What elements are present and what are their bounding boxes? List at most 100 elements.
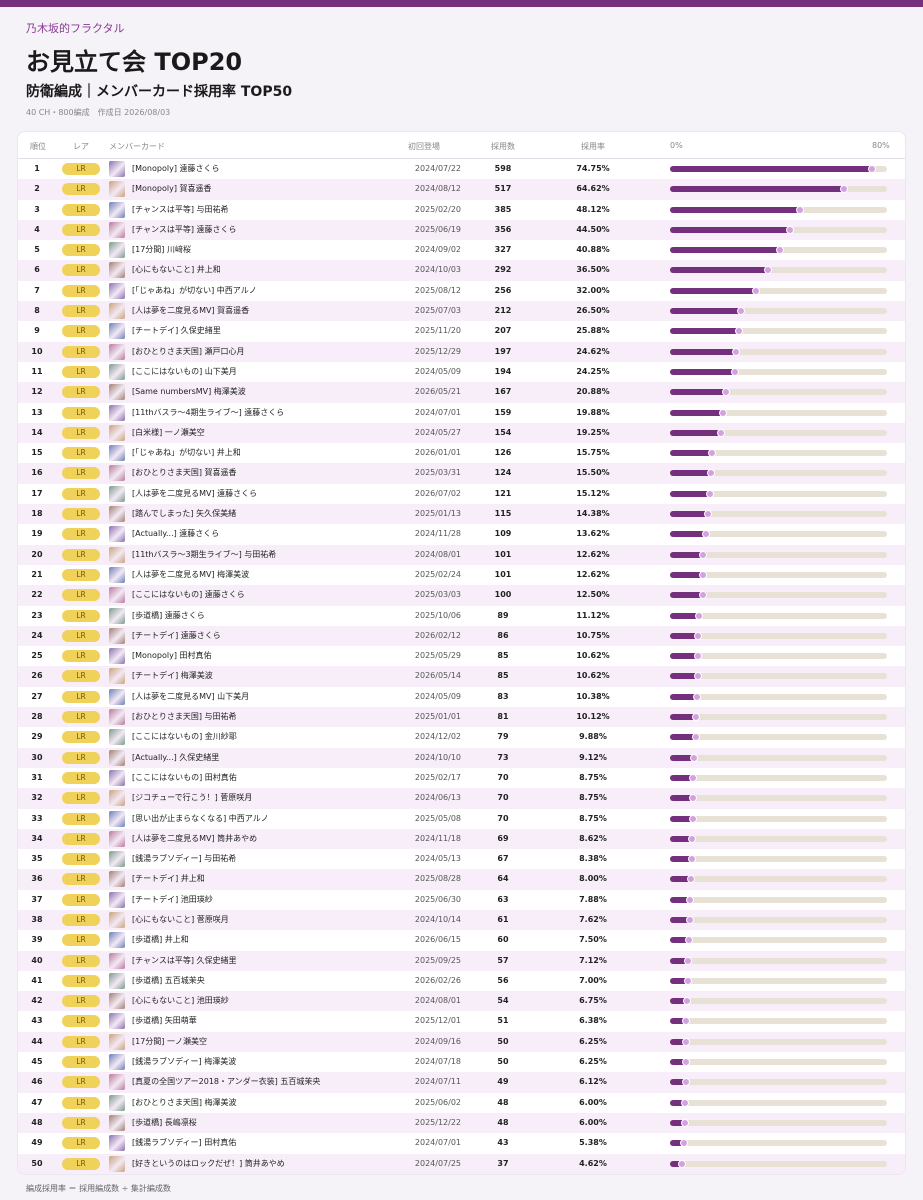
rank-cell: 29 bbox=[31, 732, 43, 742]
rarity-badge: LR bbox=[62, 1015, 100, 1028]
rarity-badge: LR bbox=[62, 1056, 100, 1069]
rate-bar-marker bbox=[785, 225, 794, 234]
rate-bar-marker bbox=[685, 936, 694, 945]
col-card-header: メンバーカード bbox=[109, 142, 165, 151]
adoption-count: 517 bbox=[494, 184, 512, 194]
rarity-badge: LR bbox=[62, 406, 100, 419]
table-row: 4 LR [チャンスは平等] 遠藤さくら 2025/06/19 356 44.50% bbox=[18, 219, 905, 241]
card-thumbnail bbox=[109, 161, 125, 177]
card-name: [歩道橋] 遠藤さくら bbox=[132, 610, 205, 620]
adoption-count: 154 bbox=[494, 427, 512, 437]
rate-bar bbox=[670, 286, 887, 295]
page-title: お見立て会 TOP20 bbox=[26, 48, 243, 76]
rate-bar bbox=[670, 489, 887, 498]
card-thumbnail bbox=[109, 1054, 125, 1071]
top-accent-bar bbox=[0, 0, 923, 7]
rarity-badge: LR bbox=[62, 609, 100, 622]
adoption-count: 54 bbox=[497, 996, 509, 1006]
table-row: 40 LR [チャンスは平等] 久保史緒里 2025/09/25 57 7.12% bbox=[18, 950, 905, 971]
card-name: [17分間] 一ノ瀬美空 bbox=[132, 1036, 207, 1046]
rate-bar-marker bbox=[751, 286, 760, 295]
rank-cell: 17 bbox=[31, 488, 43, 498]
table-row: 19 LR [Actually...] 遠藤さくら 2024/11/28 109 13.6… bbox=[18, 524, 905, 544]
rate-bar bbox=[670, 753, 887, 762]
card-thumbnail bbox=[109, 303, 125, 320]
adoption-count: 100 bbox=[494, 590, 512, 600]
table-row: 11 LR [ここにはないもの] 山下美月 2024/05/09 194 24.25% bbox=[18, 362, 905, 382]
rarity-badge: LR bbox=[62, 792, 100, 805]
adoption-rate: 9.12% bbox=[579, 752, 607, 762]
rate-bar-fill bbox=[670, 450, 713, 457]
rate-bar-marker bbox=[684, 956, 693, 965]
rate-bar-marker bbox=[677, 1159, 686, 1168]
rate-bar bbox=[670, 408, 887, 417]
adoption-count: 194 bbox=[494, 366, 512, 376]
rate-bar-marker bbox=[686, 895, 695, 904]
rate-bar-marker bbox=[685, 915, 694, 924]
card-thumbnail bbox=[109, 1135, 125, 1152]
footer-note: 編成採用率 ＝ 採用編成数 ÷ 集計編成数 bbox=[26, 1184, 171, 1193]
rate-bar-fill bbox=[670, 693, 699, 700]
table-row: 14 LR [白米様] 一ノ瀬美空 2024/05/27 154 19.25% bbox=[18, 422, 905, 444]
rate-bar-marker bbox=[687, 855, 696, 864]
adoption-count: 48 bbox=[497, 1097, 509, 1107]
rate-bar-marker bbox=[681, 1037, 690, 1046]
rate-bar bbox=[670, 1118, 887, 1127]
rate-bar-marker bbox=[681, 1078, 690, 1087]
rate-bar-marker bbox=[695, 611, 704, 620]
card-name: [歩道橋] 井上和 bbox=[132, 935, 189, 945]
first-appearance-date: 2024/05/13 bbox=[414, 854, 461, 864]
rate-bar bbox=[670, 530, 887, 539]
rate-bar bbox=[670, 814, 887, 823]
card-name: [ここにはないもの] 山下美月 bbox=[132, 366, 237, 376]
rate-bar bbox=[670, 469, 887, 478]
adoption-rate: 25.88% bbox=[576, 326, 610, 336]
rate-bar-fill bbox=[670, 1119, 687, 1126]
table-row: 39 LR [歩道橋] 井上和 2026/06/15 60 7.50% bbox=[18, 930, 905, 950]
adoption-rate: 10.12% bbox=[576, 712, 610, 722]
rate-bar-fill bbox=[670, 998, 689, 1005]
table-row: 27 LR [人は夢を二度見るMV] 山下美月 2024/05/09 83 10.38% bbox=[18, 687, 905, 707]
card-name: [チートデイ] 遠藤さくら bbox=[132, 630, 221, 640]
card-thumbnail bbox=[109, 282, 125, 299]
adoption-rate: 9.88% bbox=[579, 732, 607, 742]
rate-bar-marker bbox=[795, 205, 804, 214]
card-name: [チャンスは平等] 与田祐希 bbox=[132, 204, 229, 214]
rate-bar bbox=[670, 1037, 887, 1046]
rarity-badge: LR bbox=[62, 508, 100, 521]
rank-cell: 6 bbox=[34, 265, 40, 275]
card-thumbnail bbox=[109, 668, 125, 685]
card-thumbnail bbox=[109, 688, 125, 705]
table-row: 15 LR [「じゃあね」が切ない] 井上和 2026/01/01 126 15.75% bbox=[18, 443, 905, 463]
rate-bar-marker bbox=[699, 570, 708, 579]
card-name: [思い出が止まらなくなる] 中西アルノ bbox=[132, 813, 269, 823]
card-name: [好きというのはロックだぜ！] 筒井あやめ bbox=[132, 1158, 285, 1168]
adoption-rate: 24.62% bbox=[576, 346, 610, 356]
card-thumbnail bbox=[109, 769, 125, 786]
rarity-badge: LR bbox=[62, 244, 100, 257]
rate-bar-fill bbox=[670, 734, 697, 741]
table-row: 49 LR [銭湯ラブソディー] 田村真佑 2024/07/01 43 5.38% bbox=[18, 1133, 905, 1153]
first-appearance-date: 2025/09/25 bbox=[414, 955, 461, 965]
rank-cell: 35 bbox=[31, 854, 43, 864]
card-name: [人は夢を二度見るMV] 遠藤さくら bbox=[132, 488, 258, 498]
rank-cell: 31 bbox=[31, 772, 43, 782]
rarity-badge: LR bbox=[62, 771, 100, 784]
adoption-rate: 8.75% bbox=[579, 813, 607, 823]
rate-bar-fill bbox=[670, 571, 705, 578]
rate-bar bbox=[670, 185, 887, 194]
rate-bar-marker bbox=[688, 794, 697, 803]
adoption-rate: 19.88% bbox=[576, 407, 610, 417]
adoption-rate: 11.12% bbox=[576, 610, 610, 620]
card-name: [歩道橋] 長嶋凛桜 bbox=[132, 1117, 197, 1127]
rate-bar-marker bbox=[686, 875, 695, 884]
card-thumbnail bbox=[109, 1074, 125, 1091]
rate-bar-marker bbox=[718, 408, 727, 417]
adoption-count: 50 bbox=[497, 1057, 509, 1067]
adoption-rate: 6.38% bbox=[579, 1016, 607, 1026]
adoption-count: 86 bbox=[497, 630, 509, 640]
rate-bar-fill bbox=[670, 876, 692, 883]
rank-cell: 2 bbox=[34, 184, 40, 194]
rank-cell: 9 bbox=[34, 326, 40, 336]
rank-cell: 32 bbox=[31, 793, 43, 803]
